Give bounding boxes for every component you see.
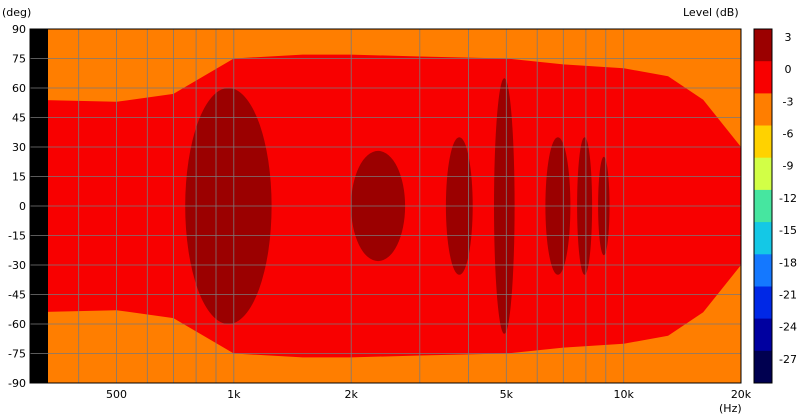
- plot-border: [29, 28, 742, 384]
- colorbar-label: -6: [783, 128, 794, 141]
- colorbar-title: Level (dB): [683, 6, 739, 19]
- colorbar-label: -12: [779, 192, 797, 205]
- y-tick-label: -45: [8, 289, 26, 302]
- y-axis-label: (deg): [2, 6, 31, 19]
- colorbar: 3 0 -3 -6 -9 -12 -15 -18 -21 -24 -27: [753, 28, 797, 384]
- y-axis-ticks: 90 75 60 45 30 15 0 -15 -30 -45 -60 -75 -90: [8, 23, 26, 390]
- colorbar-swatch: [754, 286, 772, 320]
- colorbar-swatch: [754, 318, 772, 352]
- colorbar-swatch: [754, 125, 772, 159]
- x-tick-label: 1k: [227, 388, 241, 401]
- colorbar-label: -21: [779, 289, 797, 302]
- colorbar-swatch: [754, 29, 772, 62]
- colorbar-swatch: [754, 93, 772, 127]
- y-tick-label: 45: [12, 112, 26, 125]
- x-tick-label: 20k: [731, 388, 752, 401]
- colorbar-label: -9: [783, 160, 794, 173]
- x-tick-label: 500: [106, 388, 127, 401]
- y-tick-label: 15: [12, 171, 26, 184]
- colorbar-label: -15: [779, 224, 797, 237]
- grid-lines: [30, 29, 741, 383]
- x-axis-ticks: 500 1k 2k 5k 10k 20k: [106, 388, 752, 401]
- colorbar-swatch: [754, 157, 772, 191]
- y-tick-label: -60: [8, 318, 26, 331]
- y-tick-label: 30: [12, 141, 26, 154]
- contour-plot-area: [30, 29, 741, 383]
- colorbar-swatch: [754, 222, 772, 255]
- colorbar-label: -27: [779, 353, 797, 366]
- y-tick-label: 60: [12, 82, 26, 95]
- y-tick-label: 0: [19, 200, 26, 213]
- colorbar-label: -24: [779, 321, 797, 334]
- y-tick-label: 75: [12, 53, 26, 66]
- y-tick-label: -90: [8, 377, 26, 390]
- colorbar-label: 3: [785, 31, 792, 44]
- colorbar-swatch: [754, 350, 772, 384]
- x-tick-label: 10k: [614, 388, 635, 401]
- y-tick-label: -30: [8, 259, 26, 272]
- colorbar-label: -3: [783, 95, 794, 108]
- y-tick-label: -75: [8, 348, 26, 361]
- colorbar-swatch: [754, 61, 772, 94]
- colorbar-swatch: [754, 254, 772, 287]
- colorbar-label: -18: [779, 256, 797, 269]
- colorbar-swatch: [754, 189, 772, 223]
- y-tick-label: -15: [8, 230, 26, 243]
- x-tick-label: 5k: [500, 388, 514, 401]
- colorbar-border: [753, 28, 773, 384]
- x-axis-label: (Hz): [719, 402, 742, 415]
- colorbar-label: 0: [785, 63, 792, 76]
- y-tick-label: 90: [12, 23, 26, 36]
- x-tick-label: 2k: [345, 388, 359, 401]
